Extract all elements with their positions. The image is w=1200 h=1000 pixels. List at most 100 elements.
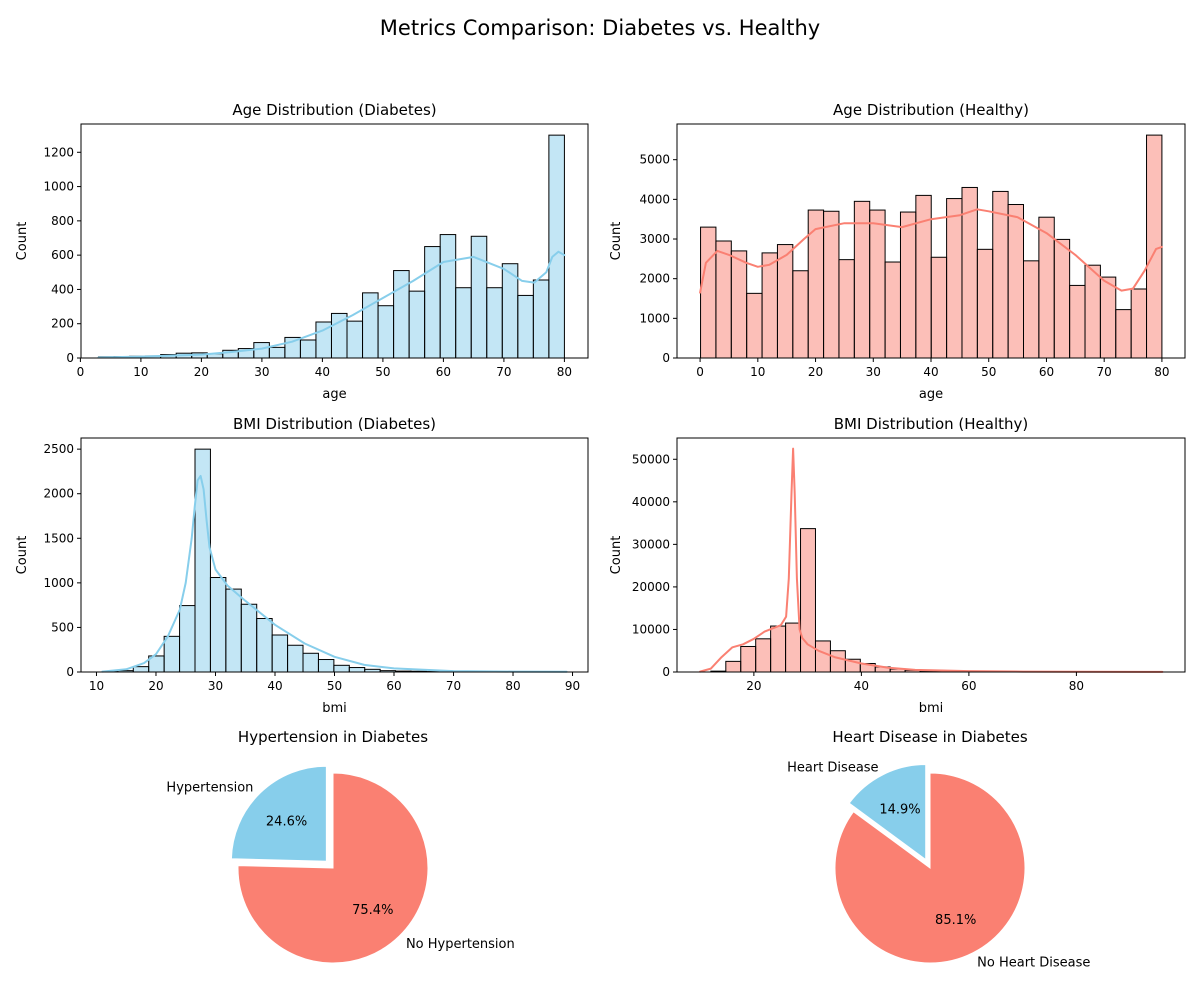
x-tick-label: 80: [557, 365, 572, 379]
x-tick-label: 30: [866, 365, 881, 379]
x-axis-label: age: [322, 387, 346, 402]
pie-pct-label: 24.6%: [266, 814, 307, 829]
histogram-bar: [346, 320, 364, 359]
x-tick-label: 70: [1097, 365, 1112, 379]
histogram-bar: [755, 638, 772, 673]
histogram-bar: [424, 246, 441, 359]
y-tick-label: 5000: [639, 153, 670, 167]
histogram-bar: [517, 294, 534, 359]
x-tick-label: 90: [565, 679, 580, 693]
histogram-bar: [287, 644, 304, 673]
y-tick-label: 50000: [632, 452, 670, 466]
histogram-bar: [700, 226, 717, 359]
histogram-bar: [163, 635, 181, 673]
histogram-bar: [256, 618, 273, 673]
x-tick-label: 50: [981, 365, 996, 379]
histogram-bar: [770, 625, 787, 673]
y-axis-label: Count: [15, 222, 30, 261]
histogram-bar: [253, 342, 270, 359]
histogram-bar: [225, 588, 242, 673]
histogram-bar: [785, 622, 802, 673]
x-tick-label: 80: [1154, 365, 1169, 379]
histogram-bar: [1007, 204, 1025, 359]
y-tick-label: 1000: [639, 311, 670, 325]
x-tick-label: 60: [436, 365, 451, 379]
pie-pct-label: 75.4%: [352, 903, 393, 918]
pie-slice: [834, 772, 1026, 964]
histogram-bar: [1069, 284, 1086, 359]
chart-title: Heart Disease in Diabetes: [832, 728, 1027, 746]
x-tick-label: 40: [923, 365, 938, 379]
x-tick-label: 0: [696, 365, 704, 379]
x-tick-label: 80: [1069, 679, 1084, 693]
histogram-bar: [333, 664, 350, 673]
x-tick-label: 40: [267, 679, 282, 693]
x-tick-label: 60: [1039, 365, 1054, 379]
y-tick-label: 1200: [43, 145, 74, 159]
x-tick-label: 70: [496, 365, 511, 379]
y-tick-label: 0: [66, 665, 74, 679]
y-tick-label: 40000: [632, 495, 670, 509]
histogram-bar: [455, 287, 472, 359]
axes-frame: [676, 437, 1186, 673]
histogram-bar: [930, 256, 948, 359]
y-tick-label: 0: [66, 351, 74, 365]
histogram-bar: [439, 234, 457, 359]
y-tick-label: 10000: [632, 622, 670, 636]
histogram-bar: [377, 305, 395, 359]
y-axis-label: Count: [609, 222, 624, 261]
x-tick-label: 10: [133, 365, 148, 379]
x-tick-label: 40: [854, 679, 869, 693]
x-tick-label: 60: [961, 679, 976, 693]
y-tick-label: 500: [51, 620, 74, 634]
histogram-bar: [1115, 309, 1132, 359]
x-tick-label: 20: [808, 365, 823, 379]
axes-frame: [80, 437, 589, 673]
x-tick-label: 20: [148, 679, 163, 693]
chart-bmi-diabetes: 10 20 30 40 50 60 70 80 90 0 500 1000 1500 2000 2500 BM…: [15, 415, 589, 716]
histogram-bar: [548, 134, 565, 359]
y-tick-label: 800: [51, 214, 74, 228]
x-tick-label: 70: [446, 679, 461, 693]
y-tick-label: 0: [662, 351, 670, 365]
histogram-bar: [348, 667, 366, 673]
histogram-bar: [899, 211, 917, 359]
x-axis-label: bmi: [919, 701, 944, 716]
histogram-bar: [132, 666, 150, 673]
histogram-bar: [1130, 288, 1148, 359]
histogram-bar: [823, 210, 840, 359]
histogram-bar: [268, 346, 286, 359]
histogram-bar: [1146, 134, 1163, 359]
chart-title: BMI Distribution (Healthy): [834, 415, 1029, 433]
histogram-bar: [486, 287, 503, 359]
x-tick-label: 40: [315, 365, 330, 379]
histogram-bar: [1053, 238, 1071, 359]
x-tick-label: 10: [750, 365, 765, 379]
histogram-bar: [838, 259, 855, 359]
y-tick-label: 3000: [639, 232, 670, 246]
x-tick-label: 30: [208, 679, 223, 693]
histogram-bar: [715, 240, 732, 359]
histogram-bar: [317, 659, 335, 673]
chart-age-healthy: 0 10 20 30 40 50 60 70 80 0 1000 2000 3000 4000 5000 Ag…: [609, 101, 1186, 402]
pie-category-label: Hypertension: [166, 780, 253, 795]
x-axis-label: age: [919, 387, 943, 402]
chart-hypertension-pie: Hypertension in Diabetes 24.6% Hypertensio…: [166, 728, 515, 964]
histogram-bar: [730, 250, 748, 359]
chart-heart-disease-pie: Heart Disease in Diabetes 14.9% Heart Dise…: [787, 728, 1090, 970]
x-tick-label: 80: [505, 679, 520, 693]
kde-line: [699, 447, 1164, 673]
histogram-bar: [271, 634, 289, 673]
x-tick-label: 20: [746, 679, 761, 693]
histogram-bar: [746, 292, 763, 359]
histogram-bar: [814, 640, 831, 673]
histogram-bar: [976, 248, 994, 359]
y-axis-label: Count: [15, 536, 30, 575]
x-axis-label: bmi: [322, 701, 347, 716]
y-axis-label: Count: [609, 536, 624, 575]
y-tick-label: 400: [51, 282, 74, 296]
kde-line: [101, 474, 568, 673]
x-tick-label: 0: [77, 365, 85, 379]
pie-pct-label: 85.1%: [935, 913, 976, 928]
x-tick-label: 20: [194, 365, 209, 379]
